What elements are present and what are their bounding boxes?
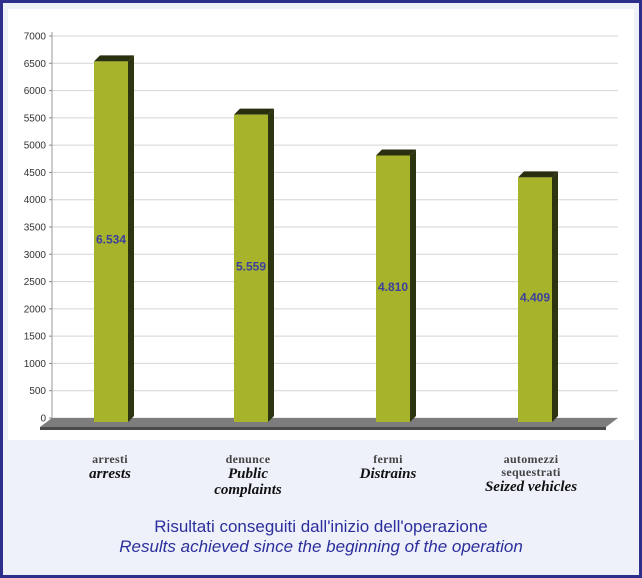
y-tick-label: 500 (29, 386, 46, 397)
caption-italian: Risultati conseguiti dall'inizio dell'op… (154, 517, 488, 536)
y-tick-label: 0 (40, 414, 46, 425)
bar (518, 177, 552, 422)
y-tick-label: 4500 (24, 168, 47, 179)
y-tick-label: 3500 (24, 223, 47, 234)
category-label-en: Public complaints (214, 466, 282, 498)
bar (94, 61, 128, 422)
bar-side (410, 149, 416, 423)
category-label-en: Distrains (359, 466, 417, 482)
category-label-it: automezzi sequestrati (501, 452, 561, 479)
category-label-it: denunce (225, 452, 271, 466)
y-tick-label: 1500 (24, 332, 47, 343)
y-tick-label: 5500 (24, 113, 47, 124)
bar-side (128, 55, 134, 422)
bar-top (94, 55, 134, 62)
category-label-it: fermi (373, 452, 403, 466)
category-label-arrests: arresti arrests (35, 452, 185, 483)
y-tick-label: 6500 (24, 59, 47, 70)
y-tick-label: 2500 (24, 277, 47, 288)
category-label-en: Seized vehicles (484, 479, 578, 495)
plot-panel: 0 500 1000 1500 2000 2500 3000 3500 4000 4500 5000… (8, 9, 634, 440)
y-tick-label: 3000 (24, 250, 47, 261)
y-tick-label: 7000 (24, 32, 47, 43)
category-labels: arresti arrests denunce Public complaint… (3, 453, 639, 513)
bar-data-label: 5.559 (236, 259, 266, 273)
bar (234, 114, 268, 423)
chart-floor-edge (40, 427, 606, 430)
bar-side (552, 171, 558, 422)
y-tick-label: 2000 (24, 304, 47, 315)
bar-top (518, 171, 558, 178)
y-tick-label: 5000 (24, 141, 47, 152)
chart-floor (40, 418, 618, 427)
bar (376, 155, 410, 423)
bar-top (234, 108, 274, 115)
bar-chart: 0 500 1000 1500 2000 2500 3000 3500 4000 4500 5000… (24, 32, 618, 430)
category-label-complaints: denunce Public complaints (173, 452, 323, 499)
caption-english: Results achieved since the beginning of … (119, 537, 523, 556)
y-tick-label: 1000 (24, 359, 47, 370)
bar-data-label: 4.810 (378, 280, 408, 294)
category-label-en: arrests (89, 466, 131, 482)
bar-data-label: 4.409 (520, 291, 550, 305)
category-label-it: arresti (92, 452, 128, 466)
bar-top (376, 149, 416, 156)
y-tick-label: 6000 (24, 86, 47, 97)
chart-caption: Risultati conseguiti dall'inizio dell'op… (3, 517, 639, 557)
bar-data-label: 6.534 (96, 233, 126, 247)
bar-side (268, 108, 274, 423)
y-tick-label: 4000 (24, 195, 47, 206)
category-label-seized: automezzi sequestrati Seized vehicles (456, 452, 606, 496)
category-label-distrains: fermi Distrains (313, 452, 463, 483)
